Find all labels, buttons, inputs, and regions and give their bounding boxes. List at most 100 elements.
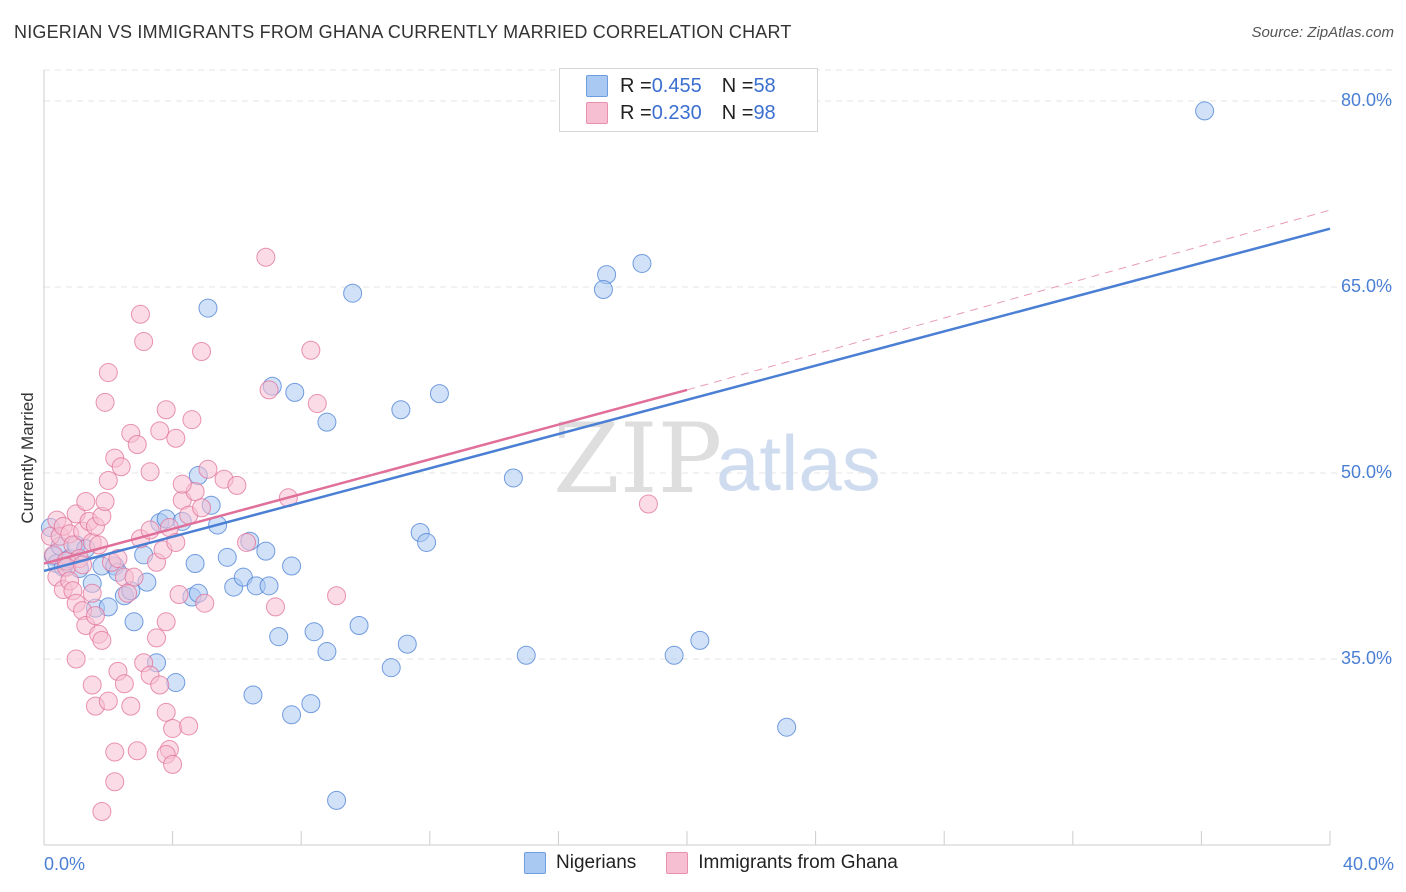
nigerian-point bbox=[124, 612, 144, 632]
nigerian-point bbox=[1195, 101, 1215, 121]
nigerian-point bbox=[349, 616, 369, 636]
watermark-atlas: atlas bbox=[716, 419, 881, 507]
nigerian-point bbox=[282, 556, 302, 576]
series-legend: Nigerians Immigrants from Ghana bbox=[524, 852, 928, 874]
ghana-point bbox=[147, 628, 167, 648]
ghana-point bbox=[163, 718, 183, 738]
ghana-point bbox=[105, 772, 125, 792]
ghana-point bbox=[92, 630, 112, 650]
ghana-point bbox=[95, 392, 115, 412]
y-tick-label: 80.0% bbox=[1341, 90, 1392, 110]
nigerian-trend-line bbox=[43, 227, 1331, 573]
ghana-point bbox=[327, 586, 347, 606]
legend-r-value: 0.455 bbox=[651, 74, 702, 97]
nigerian-point bbox=[282, 705, 302, 725]
ghana-point bbox=[198, 459, 218, 479]
legend-row-nigerians: R = 0.455 N = 58 bbox=[586, 73, 776, 99]
legend-r-label: R = bbox=[620, 101, 652, 124]
ghana-point bbox=[227, 475, 247, 495]
ghana-trend-line bbox=[43, 388, 688, 565]
nigerian-point bbox=[269, 627, 289, 647]
watermark: ZIP atlas bbox=[553, 403, 881, 515]
nigerian-point bbox=[301, 694, 321, 714]
nigerian-point bbox=[285, 382, 305, 402]
ghana-point bbox=[192, 498, 212, 518]
ghana-point bbox=[98, 691, 118, 711]
nigerian-point bbox=[632, 253, 652, 273]
source-label: Source: ZipAtlas.com bbox=[1251, 24, 1394, 41]
ghana-point bbox=[127, 434, 147, 454]
nigerian-point bbox=[690, 630, 710, 650]
ghana-point bbox=[130, 304, 150, 324]
series-label-ghana: Immigrants from Ghana bbox=[698, 852, 898, 873]
legend-r-label: R = bbox=[620, 74, 652, 97]
series-legend-nigerians[interactable]: Nigerians bbox=[524, 852, 636, 874]
axes bbox=[43, 70, 1331, 846]
nigerian-point bbox=[217, 547, 237, 567]
trend-lines bbox=[43, 209, 1331, 573]
ghana-point bbox=[237, 532, 257, 552]
chart-title: NIGERIAN VS IMMIGRANTS FROM GHANA CURREN… bbox=[14, 22, 792, 42]
ghana-point bbox=[256, 247, 276, 267]
nigerian-point bbox=[256, 541, 276, 561]
nigerian-point bbox=[317, 412, 337, 432]
y-tick-label: 35.0% bbox=[1341, 648, 1392, 668]
watermark-zip: ZIP bbox=[553, 403, 722, 515]
ghana-point bbox=[134, 332, 154, 352]
ghana-point bbox=[66, 649, 86, 669]
legend-swatch-ghana bbox=[586, 102, 608, 124]
nigerian-point bbox=[166, 673, 186, 693]
ghana-point bbox=[85, 606, 105, 626]
ghana-point bbox=[179, 716, 199, 736]
ghana-point bbox=[95, 492, 115, 512]
y-tick-label: 65.0% bbox=[1341, 276, 1392, 296]
nigerian-point bbox=[343, 283, 363, 303]
legend-n-label: N = bbox=[721, 74, 754, 97]
legend-swatch-nigerians bbox=[586, 75, 608, 97]
ghana-point bbox=[192, 341, 212, 361]
ghana-point bbox=[118, 583, 138, 603]
nigerian-point bbox=[516, 645, 536, 665]
nigerian-point bbox=[327, 790, 347, 810]
ghana-point bbox=[156, 400, 176, 420]
tick-labels: 35.0% 50.0% 65.0% 80.0% 0.0% 40.0% bbox=[44, 90, 1394, 874]
y-tick-label: 50.0% bbox=[1341, 462, 1392, 482]
nigerian-point bbox=[259, 576, 279, 596]
legend-row-ghana: R = 0.230 N = 98 bbox=[586, 100, 776, 126]
ghana-point bbox=[111, 457, 131, 477]
legend-n-label: N = bbox=[721, 101, 754, 124]
ghana-point bbox=[92, 802, 112, 822]
ghana-point bbox=[166, 428, 186, 448]
nigerian-point bbox=[397, 634, 417, 654]
ghana-point bbox=[82, 583, 102, 603]
nigerian-point bbox=[381, 658, 401, 678]
ghana-point bbox=[301, 340, 321, 360]
nigerian-point bbox=[198, 298, 218, 318]
ghana-point bbox=[140, 462, 160, 482]
ghana-point bbox=[169, 585, 189, 605]
nigerian-point bbox=[417, 532, 437, 552]
ghana-point bbox=[638, 494, 658, 514]
series-label-nigerians: Nigerians bbox=[556, 852, 637, 873]
ghana-point bbox=[195, 593, 215, 613]
nigerian-point bbox=[304, 622, 324, 642]
nigerian-point bbox=[503, 468, 523, 488]
ghana-point bbox=[265, 597, 285, 617]
series-swatch-ghana bbox=[666, 852, 689, 874]
legend-r-value: 0.230 bbox=[651, 101, 702, 124]
ghana-point bbox=[182, 410, 202, 430]
ghana-point bbox=[259, 380, 279, 400]
ghana-point bbox=[163, 754, 183, 774]
nigerian-point bbox=[243, 685, 263, 705]
ghana-point bbox=[76, 492, 96, 512]
stats-legend: R = 0.455 N = 58 R = 0.230 N = 98 bbox=[559, 68, 818, 132]
nigerian-point bbox=[593, 279, 613, 299]
ghana-point bbox=[124, 567, 144, 587]
ghana-point bbox=[98, 363, 118, 383]
series-legend-ghana[interactable]: Immigrants from Ghana bbox=[666, 852, 898, 874]
nigerian-point bbox=[391, 400, 411, 420]
ghana-point bbox=[150, 421, 170, 441]
ghana-point bbox=[105, 742, 125, 762]
nigerian-point bbox=[664, 645, 684, 665]
